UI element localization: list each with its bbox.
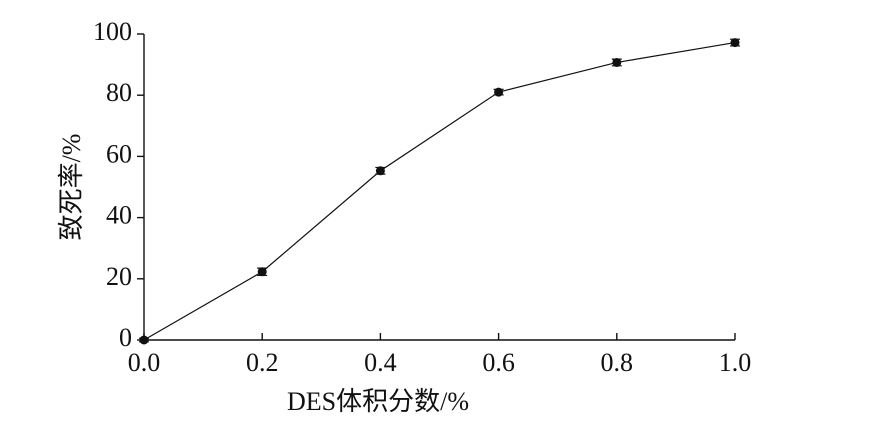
y-tick-label: 20 xyxy=(106,262,132,291)
data-point xyxy=(494,87,504,97)
x-axis-label: DES体积分数/% xyxy=(287,387,469,416)
data-point xyxy=(612,57,622,67)
data-point xyxy=(257,267,267,277)
y-tick-label: 80 xyxy=(106,78,132,107)
x-tick-label: 1.0 xyxy=(719,348,752,377)
x-tick-label: 0.6 xyxy=(482,348,515,377)
y-tick-label: 40 xyxy=(106,201,132,230)
x-tick-label: 0.8 xyxy=(601,348,634,377)
y-axis-label: 致死率/% xyxy=(57,134,86,241)
data-point xyxy=(375,166,385,176)
y-tick-label: 60 xyxy=(106,139,132,168)
y-tick-label: 0 xyxy=(119,323,132,352)
data-point xyxy=(730,38,740,48)
x-tick-label: 0.2 xyxy=(246,348,279,377)
y-tick-label: 100 xyxy=(93,17,132,46)
data-point xyxy=(139,335,149,345)
x-tick-label: 0.4 xyxy=(364,348,397,377)
line xyxy=(143,41,736,341)
x-tick-label: 0.0 xyxy=(128,348,161,377)
